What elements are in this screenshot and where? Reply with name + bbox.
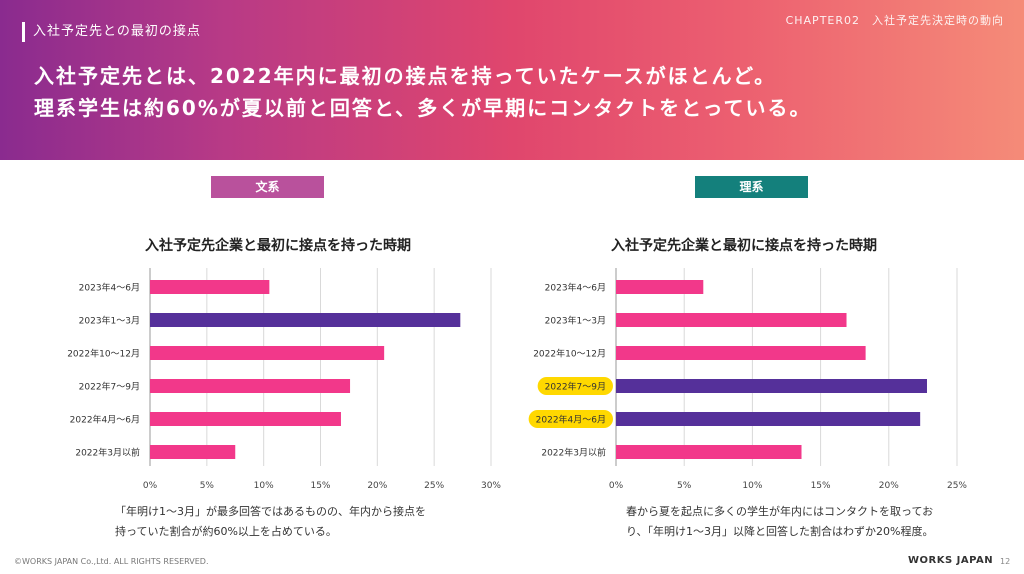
tick-label-rikei-15: 15% — [811, 481, 831, 491]
bar-rikei-2 — [616, 346, 866, 360]
category-label-bunkei-2: 2022年10～12月 — [67, 348, 140, 360]
bar-rikei-5 — [616, 445, 802, 459]
tick-label-rikei-25: 25% — [947, 481, 967, 491]
category-label-bunkei-0: 2023年4～6月 — [79, 282, 140, 294]
bar-rikei-0 — [616, 280, 704, 294]
section-label: 入社予定先との最初の接点 — [22, 22, 201, 42]
footer-copyright: ©WORKS JAPAN Co.,Ltd. ALL RIGHTS RESERVE… — [14, 557, 209, 566]
bar-rikei-4 — [616, 412, 921, 426]
tick-label-bunkei-0: 0% — [143, 481, 158, 491]
tick-label-bunkei-20: 20% — [367, 481, 387, 491]
category-label-bunkei-5: 2022年3月以前 — [75, 447, 140, 459]
bar-bunkei-2 — [150, 346, 385, 360]
note-bunkei: 「年明け1～3月」が最多回答ではあるものの、年内から接点を 持っていた割合が約6… — [115, 502, 426, 542]
note-bunkei-line-1: 「年明け1～3月」が最多回答ではあるものの、年内から接点を — [115, 505, 426, 518]
tick-label-rikei-5: 5% — [677, 481, 692, 491]
tick-label-bunkei-25: 25% — [424, 481, 444, 491]
headline-line-2: 理系学生は約60%が夏以前と回答と、多くが早期にコンタクトをとっている。 — [34, 96, 812, 120]
chapter-label: CHAPTER02 入社予定先決定時の動向 — [785, 14, 1004, 27]
bar-rikei-3 — [616, 379, 927, 393]
category-label-rikei-4: 2022年4月～6月 — [536, 414, 606, 426]
note-rikei-line-1: 春から夏を起点に多くの学生が年内にはコンタクトを取ってお — [626, 505, 934, 518]
category-highlight-rikei-4 — [528, 410, 613, 428]
tag-rikei: 理系 — [695, 176, 808, 198]
chart-rikei: 0% 5% 10% 15% 20% 25% 2023年4～6月 2023年1～3月 2022年1… — [528, 268, 967, 491]
category-label-rikei-2: 2022年10～12月 — [533, 348, 606, 360]
tick-label-bunkei-10: 10% — [254, 481, 274, 491]
chart-title-rikei: 入社予定先企業と最初に接点を持った時期 — [611, 238, 877, 254]
category-label-rikei-0: 2023年4～6月 — [545, 282, 606, 294]
tick-label-rikei-10: 10% — [742, 481, 762, 491]
bar-rikei-1 — [616, 313, 847, 327]
category-label-bunkei-3: 2022年7～9月 — [79, 381, 140, 393]
note-rikei-line-2: り、「年明け1～3月」以降と回答した割合はわずか20%程度。 — [626, 525, 934, 538]
tick-label-bunkei-5: 5% — [200, 481, 215, 491]
bar-bunkei-0 — [150, 280, 270, 294]
page-number: 12 — [1000, 557, 1011, 566]
tick-label-rikei-0: 0% — [609, 481, 624, 491]
headline: 入社予定先とは、2022年内に最初の接点を持っていたケースがほとんど。 理系学生… — [34, 60, 994, 124]
chart-title-bunkei: 入社予定先企業と最初に接点を持った時期 — [145, 238, 411, 254]
category-highlight-rikei-3 — [537, 377, 613, 395]
footer-logo: WORKS JAPAN — [908, 555, 994, 566]
category-label-bunkei-4: 2022年4月～6月 — [70, 414, 140, 426]
bar-bunkei-3 — [150, 379, 351, 393]
chart-bunkei: 0% 5% 10% 15% 20% 25% 30% 2023年4～6月 2023年1～3月 202… — [67, 268, 501, 491]
tick-label-bunkei-15: 15% — [310, 481, 330, 491]
bar-bunkei-1 — [150, 313, 461, 327]
note-rikei: 春から夏を起点に多くの学生が年内にはコンタクトを取ってお り、「年明け1～3月」… — [626, 502, 934, 542]
category-label-bunkei-1: 2023年1～3月 — [79, 315, 140, 327]
note-bunkei-line-2: 持っていた割合が約60%以上を占めている。 — [115, 525, 337, 538]
category-label-rikei-3: 2022年7～9月 — [545, 381, 606, 393]
bar-bunkei-4 — [150, 412, 341, 426]
category-label-rikei-1: 2023年1～3月 — [545, 315, 606, 327]
tick-label-rikei-20: 20% — [879, 481, 899, 491]
tick-label-bunkei-30: 30% — [481, 481, 501, 491]
header-banner: 入社予定先との最初の接点 CHAPTER02 入社予定先決定時の動向 入社予定先… — [0, 0, 1024, 160]
bar-bunkei-5 — [150, 445, 236, 459]
tag-bunkei: 文系 — [211, 176, 324, 198]
headline-line-1: 入社予定先とは、2022年内に最初の接点を持っていたケースがほとんど。 — [34, 64, 777, 88]
category-label-rikei-5: 2022年3月以前 — [541, 447, 606, 459]
